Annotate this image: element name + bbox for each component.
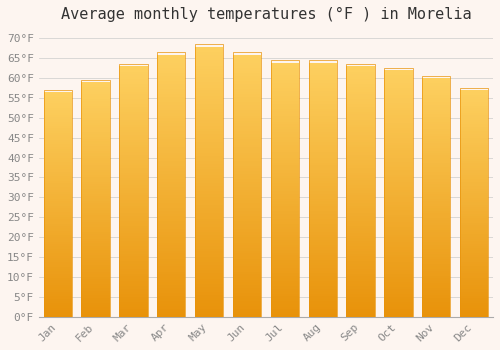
Bar [82, 80, 110, 317]
Bar [157, 52, 186, 317]
Bar [270, 60, 299, 317]
Bar [422, 76, 450, 317]
Bar [44, 90, 72, 317]
Bar [346, 64, 375, 317]
Bar [233, 52, 261, 317]
Bar [308, 60, 337, 317]
Bar [44, 90, 72, 317]
Bar [460, 88, 488, 317]
Bar [195, 44, 224, 317]
Bar [82, 80, 110, 317]
Bar [157, 52, 186, 317]
Bar [308, 60, 337, 317]
Bar [119, 64, 148, 317]
Bar [460, 88, 488, 317]
Bar [195, 44, 224, 317]
Bar [384, 68, 412, 317]
Bar [384, 68, 412, 317]
Title: Average monthly temperatures (°F ) in Morelia: Average monthly temperatures (°F ) in Mo… [60, 7, 471, 22]
Bar [270, 60, 299, 317]
Bar [346, 64, 375, 317]
Bar [422, 76, 450, 317]
Bar [119, 64, 148, 317]
Bar [233, 52, 261, 317]
